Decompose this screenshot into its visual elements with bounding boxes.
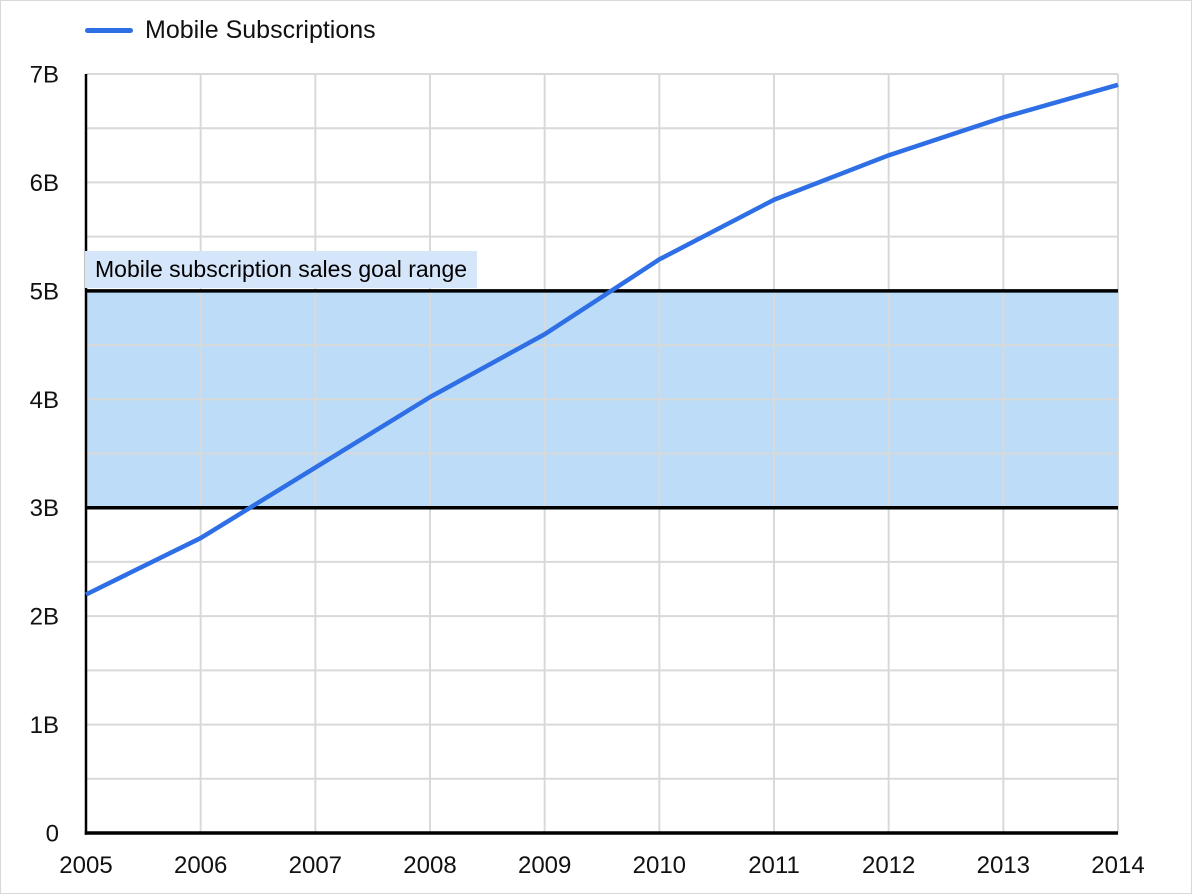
- x-tick-label: 2010: [633, 852, 686, 879]
- data-line-mobile-subscriptions: [85, 82, 1119, 597]
- y-tick-label: 4B: [30, 387, 59, 414]
- y-tick-label: 1B: [30, 712, 59, 739]
- y-tick-label: 0: [46, 821, 59, 848]
- y-tick-label: 3B: [30, 495, 59, 522]
- x-tick-label: 2013: [977, 852, 1030, 879]
- goal-band-label: Mobile subscription sales goal range: [85, 251, 478, 288]
- legend: Mobile Subscriptions: [85, 15, 376, 45]
- x-tick-label: 2014: [1091, 852, 1144, 879]
- y-tick-label: 7B: [30, 62, 59, 89]
- x-tick-label: 2012: [862, 852, 915, 879]
- legend-line-swatch: [85, 27, 133, 33]
- x-tick-label: 2008: [403, 852, 456, 879]
- legend-label: Mobile Subscriptions: [145, 16, 376, 44]
- x-tick-label: 2011: [748, 852, 800, 879]
- x-tick-label: 2006: [174, 852, 227, 879]
- x-tick-label: 2007: [289, 852, 342, 879]
- y-tick-label: 6B: [30, 170, 59, 197]
- x-tick-label: 2009: [518, 852, 571, 879]
- y-tick-label: 5B: [30, 278, 59, 305]
- x-tick-label: 2005: [59, 852, 112, 879]
- y-tick-label: 2B: [30, 604, 59, 631]
